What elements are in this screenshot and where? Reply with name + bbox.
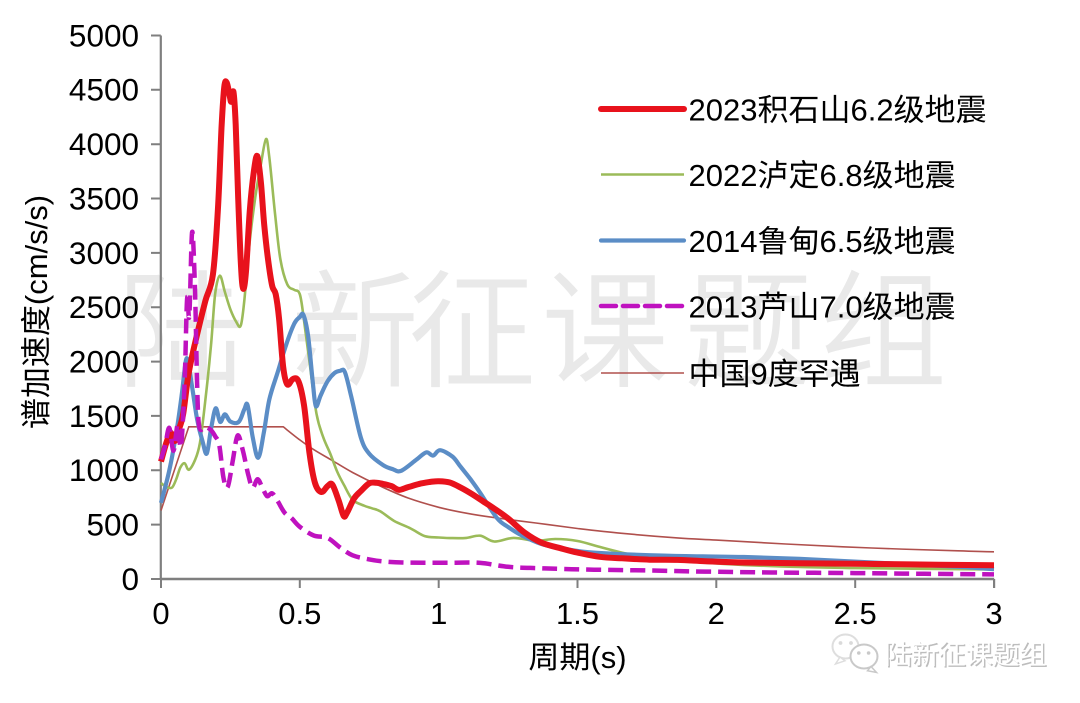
svg-text:5000: 5000 (69, 17, 139, 53)
svg-text:1.5: 1.5 (556, 596, 599, 631)
svg-text:500: 500 (86, 507, 139, 543)
svg-text:2023: 2023 (689, 93, 758, 128)
svg-text:(s): (s) (590, 640, 626, 675)
svg-text:0: 0 (152, 596, 169, 631)
svg-text:7.0: 7.0 (820, 290, 863, 325)
svg-text:2000: 2000 (69, 344, 139, 380)
svg-text:6.5: 6.5 (820, 224, 863, 259)
svg-text:3: 3 (985, 596, 1002, 631)
svg-text:1000: 1000 (69, 452, 139, 488)
svg-text:1: 1 (430, 596, 447, 631)
svg-text:1500: 1500 (69, 398, 139, 434)
svg-text:2013: 2013 (689, 290, 758, 325)
svg-text:3500: 3500 (69, 180, 139, 216)
svg-text:2: 2 (708, 596, 725, 631)
svg-text:(cm/s/s): (cm/s/s) (19, 195, 54, 305)
svg-text:0: 0 (121, 561, 139, 597)
svg-text:0.5: 0.5 (278, 596, 321, 631)
svg-text:4500: 4500 (69, 72, 139, 108)
svg-text:6.2: 6.2 (851, 93, 894, 128)
svg-text:2.5: 2.5 (834, 596, 877, 631)
svg-text:4000: 4000 (69, 126, 139, 162)
svg-text:2500: 2500 (69, 289, 139, 325)
svg-text:6.8: 6.8 (820, 158, 863, 193)
svg-text:9: 9 (751, 357, 768, 392)
svg-text:2014: 2014 (689, 224, 758, 259)
svg-text:2022: 2022 (689, 158, 758, 193)
svg-text:3000: 3000 (69, 235, 139, 271)
